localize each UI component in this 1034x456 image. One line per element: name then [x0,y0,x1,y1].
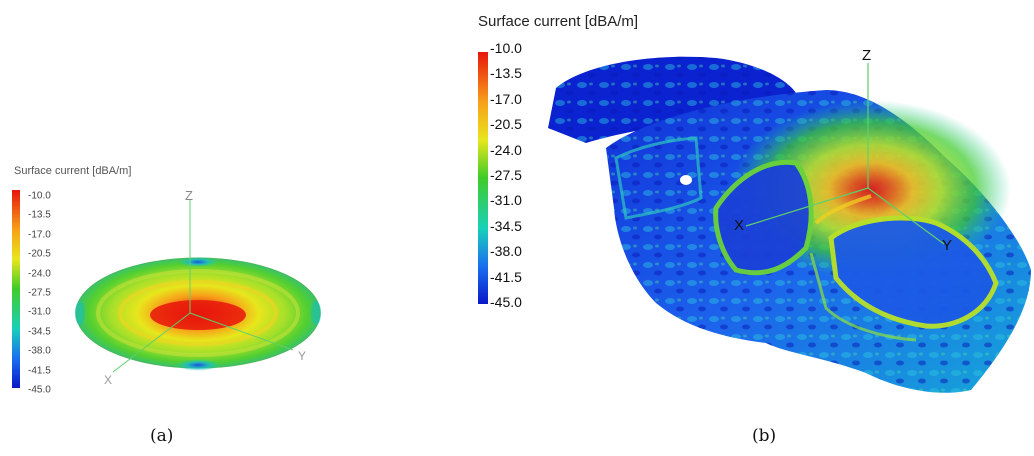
colorbar-tick-label: -13.5 [490,65,522,82]
x-axis-label: X [104,373,112,387]
colorbar-tick-label: -31.0 [490,192,522,209]
colorbar-tick-label: -20.5 [28,248,51,260]
colorbar-tick-label: -41.5 [490,268,522,285]
colorbar-tick-label: -24.0 [28,268,51,280]
z-axis-label: Z [185,188,193,203]
colorbar-tick-label: -45.0 [490,294,522,310]
colorbar-tick-label: -31.0 [28,306,51,318]
colorbar-tick-label: -17.0 [28,229,51,241]
colorbar-title: Surface current [dBA/m] [478,13,639,30]
car-body [548,56,1031,393]
colorbar [12,190,20,388]
colorbar-tick-label: -27.5 [28,287,51,299]
y-axis-label: Y [298,349,306,363]
colorbar-tick-label: -20.5 [490,116,522,133]
colorbar-tick-label: -38.0 [28,345,51,357]
colorbar [478,52,488,304]
colorbar-tick-label: -10.0 [28,190,51,202]
disc [75,257,321,371]
colorbar-tick-label: -45.0 [28,384,51,396]
car-surface-current-plot: Z X Y [478,47,1031,393]
colorbar-tick-label: -41.5 [28,365,51,377]
x-axis-label: X [734,217,744,234]
caption-a: (a) [150,426,174,446]
colorbar-tick-label: -38.0 [490,243,522,260]
coordinate-axes [112,200,294,373]
colorbar-tick-label: -13.5 [28,209,51,221]
colorbar-tick-label: -27.5 [490,167,522,183]
colorbar-tick-label: -17.0 [490,90,522,107]
coordinate-axes [745,63,945,245]
colorbar-tick-label: -34.5 [490,217,522,234]
colorbar-title: Surface current [dBA/m] [14,165,132,177]
colorbar-tick-label: -10.0 [490,40,522,56]
colorbar-tick-label: -34.5 [28,326,51,338]
caption-b: (b) [752,426,777,446]
z-axis-label: Z [862,47,871,64]
panel-b-car-body-plot: Surface current [dBA/m] [466,8,1034,396]
y-axis-label: Y [942,237,952,254]
panel-a-disc-plot: Surface current [dBA/m] [8,160,328,410]
disc-surface-current-plot: Z Y X [12,188,321,388]
colorbar-tick-label: -24.0 [490,141,522,158]
